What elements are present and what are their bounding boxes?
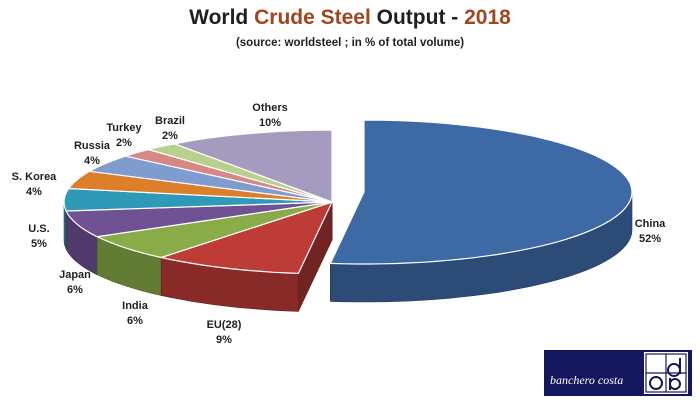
title-part-4: 2018 [464,6,511,29]
slice-value-russia: 4% [84,155,100,167]
pie-slice-turkey [123,148,333,203]
pie-slice-russia [87,155,333,203]
title-part-3: Output - [370,6,465,29]
slice-value-others: 10% [259,117,281,129]
slice-label-brazil: Brazil [155,115,185,127]
slice-value-u-s-: 5% [31,238,47,250]
slice-value-china: 52% [639,233,661,245]
pie-slice-japan [65,201,333,238]
logo-text: banchero costa [550,373,624,387]
pie-slice-u-s- [63,187,333,212]
slice-label-s-korea: S. Korea [12,171,58,183]
slice-label-others: Others [252,102,287,114]
pie-slice-eu-28- [158,201,334,275]
slice-value-japan: 6% [67,284,83,296]
pie-label-layer: China 52% EU(28) 9% India 6% Japan 6% U.S. 5% S. K… [12,102,666,346]
pie-slice-others [172,129,333,203]
slice-label-turkey: Turkey [106,122,142,134]
slice-value-turkey: 2% [116,137,132,149]
pie-slice-india [94,201,333,259]
title-part-1: World [189,6,255,29]
chart-subtitle: (source: worldsteel ; in % of total volu… [235,37,465,49]
banchero-costa-logo: banchero costa [544,350,692,396]
slice-value-india: 6% [127,315,143,327]
logo-mark-icon [644,352,688,394]
slice-label-eu-28-: EU(28) [207,319,242,331]
slice-value-eu-28-: 9% [216,334,232,346]
slice-label-japan: Japan [59,269,91,281]
pie-top-layer [63,119,633,275]
slice-value-brazil: 2% [162,130,178,142]
chart-title: World Crude Steel Output - 2018 [0,6,700,30]
slice-label-india: India [122,300,149,312]
slice-value-s-korea: 4% [26,186,42,198]
slice-label-china: China [635,218,666,230]
pie-slice-china [329,119,633,265]
slice-label-russia: Russia [74,140,111,152]
title-part-2: Crude Steel [254,6,371,29]
pie-slice-brazil [146,143,333,203]
pie-slice-s-korea [67,170,333,203]
slice-label-u-s-: U.S. [28,223,49,235]
